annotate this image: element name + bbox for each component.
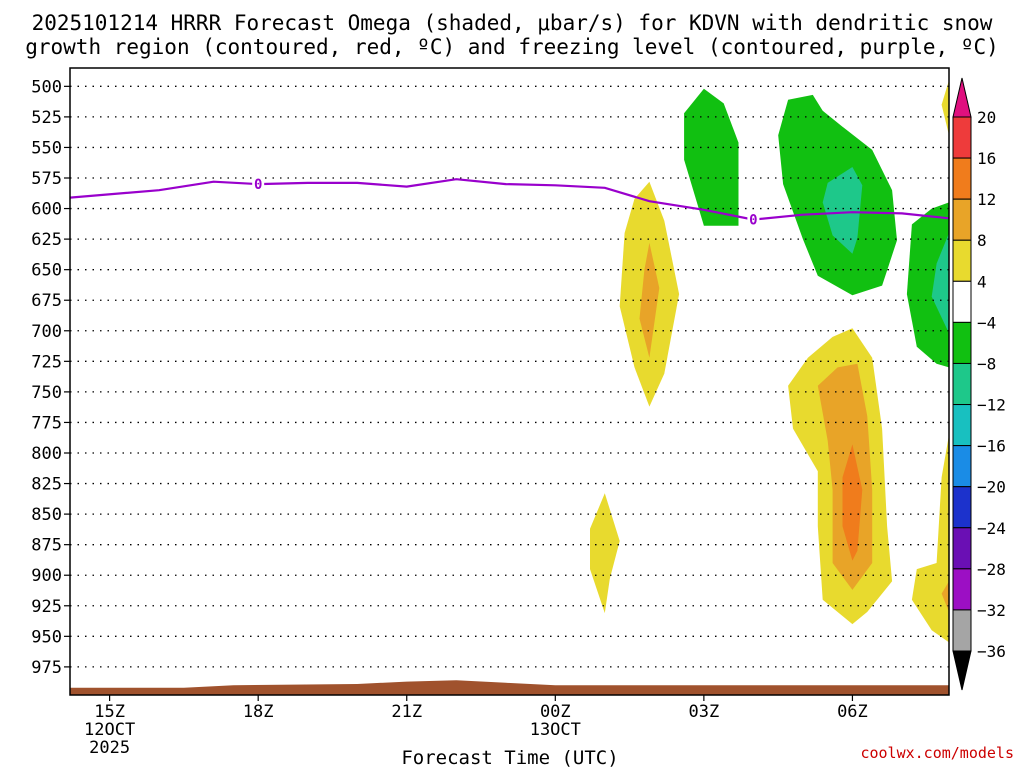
y-axis: 500 525 550 575 600 625 650 675 700 725 750 775 800 8… [31,77,70,678]
y-tick-label: 875 [31,536,62,556]
x-tick-label: 15Z [94,702,125,722]
terrain-fill [70,680,949,695]
terrain-layer [70,680,949,695]
colorbar-label: −16 [977,437,1006,456]
colorbar-label: −4 [977,313,996,332]
y-tick-label: 850 [31,505,62,525]
chart-title-line-1: 2025101214 HRRR Forecast Omega (shaded, … [32,11,993,35]
chart-title-line-2: growth region (contoured, red, ºC) and f… [25,35,999,59]
x-tick-date: 12OCT [84,720,135,740]
colorbar-label: 8 [977,231,987,250]
y-tick-label: 575 [31,169,62,189]
omega-region-rising-003z [684,88,739,226]
y-tick-label: 725 [31,352,62,372]
colorbar-box [952,568,972,611]
y-tick-label: 600 [31,200,62,220]
colorbar-bottom-arrow [952,650,972,691]
y-tick-label: 550 [31,138,62,158]
colorbar-label: 4 [977,272,987,291]
omega-region-rising-06z-core [822,167,863,254]
y-tick-label: 700 [31,322,62,342]
y-tick-label: 625 [31,230,62,250]
colorbar-box [952,486,972,529]
colorbar: 20 16 12 8 4 −4 −8 −12 −16 −20 −24 −28 −32 −36 [952,77,1006,691]
colorbar-label: −8 [977,354,996,373]
colorbar-label: 16 [977,149,996,168]
colorbar-box [952,404,972,447]
omega-region-sinking-08z-core [941,581,949,612]
x-axis-label: Forecast Time (UTC) [401,747,618,768]
y-tick-label: 800 [31,444,62,464]
colorbar-box [952,116,972,159]
colorbar-label: −12 [977,396,1006,415]
colorbar-box [952,239,972,282]
omega-region-sinking-02z-core [639,242,660,358]
colorbar-box [952,157,972,200]
omega-region-rising-08z-edge [906,202,949,368]
y-tick-label: 950 [31,627,62,647]
colorbar-label: −32 [977,601,1006,620]
y-tick-label: 650 [31,261,62,281]
freezing-level-label: 0 [749,213,757,229]
y-tick-label: 675 [31,291,62,311]
omega-region-rising-08z-core [931,233,949,334]
freezing-level-line [70,178,949,221]
colorbar-box [952,198,972,241]
colorbar-label: −20 [977,478,1006,497]
colorbar-box [952,527,972,570]
y-tick-label: 900 [31,566,62,586]
x-tick-label: 21Z [391,702,422,722]
credit-text: coolwx.com/models [860,744,1014,762]
y-tick-label: 525 [31,108,62,128]
colorbar-box [952,362,972,406]
omega-region-sinking-06z-core [842,444,863,561]
x-tick-date: 13OCT [530,720,581,740]
x-tick-year: 2025 [89,738,130,758]
colorbar-box [952,445,972,488]
plot-frame [69,67,950,696]
colorbar-box [952,321,972,364]
freezing-level-layer: 00 [70,176,949,229]
y-tick-label: 500 [31,77,62,97]
colorbar-top-arrow [952,77,972,118]
x-tick-label: 03Z [689,702,720,722]
y-tick-label: 775 [31,413,62,433]
freezing-label-bg [252,176,265,193]
colorbar-label: −24 [977,519,1006,538]
colorbar-box [952,609,972,652]
omega-region-sinking-08z-top [941,80,949,136]
y-tick-label: 925 [31,597,62,617]
omega-region-sinking-08z-low [911,434,949,643]
colorbar-label: −28 [977,560,1006,579]
freezing-label-bg [747,211,760,228]
colorbar-label: 12 [977,190,996,209]
omega-region-sinking-01z-low [590,493,620,614]
colorbar-label: −36 [977,642,1006,661]
x-tick-label: 06Z [837,702,868,722]
y-tick-label: 750 [31,383,62,403]
colorbar-box [952,280,972,323]
y-tick-label: 975 [31,658,62,678]
freezing-level-label: 0 [254,177,262,193]
omega-shading-layer [590,80,949,643]
colorbar-label: 20 [977,108,996,127]
y-tick-label: 825 [31,475,62,495]
x-tick-label: 00Z [540,702,571,722]
x-tick-label: 18Z [243,702,274,722]
